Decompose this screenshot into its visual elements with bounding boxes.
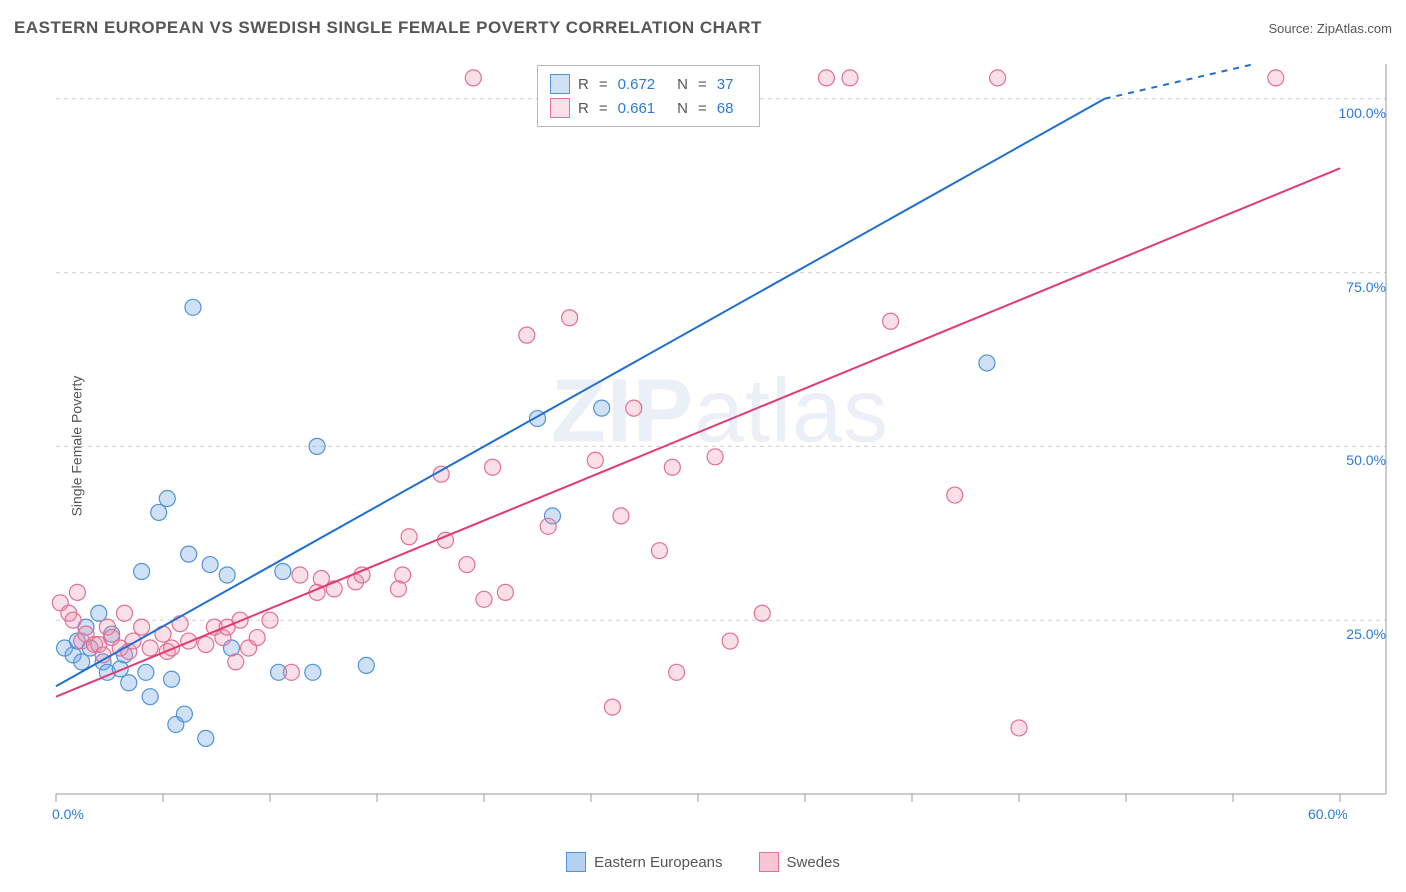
scatter-point [358,657,374,673]
stat-n-label: N [677,76,688,93]
scatter-point [990,70,1006,86]
scatter-point [198,730,214,746]
scatter-point [176,706,192,722]
scatter-point [181,546,197,562]
scatter-point [613,508,629,524]
y-tick-label: 75.0% [1346,279,1386,295]
scatter-point [116,605,132,621]
scatter-point [818,70,834,86]
scatter-point [1268,70,1284,86]
scatter-point [540,518,556,534]
legend-swatch-icon [550,98,570,118]
scatter-point [164,671,180,687]
scatter-point [519,327,535,343]
chart-canvas [50,58,1390,828]
scatter-point [69,584,85,600]
legend-label: Eastern Europeans [594,854,722,871]
scatter-point [754,605,770,621]
chart-title: EASTERN EUROPEAN VS SWEDISH SINGLE FEMAL… [14,18,762,38]
stats-row: R=0.661N=68 [550,96,747,120]
stat-r-label: R [578,100,589,117]
scatter-point [134,619,150,635]
scatter-point [842,70,858,86]
scatter-point [979,355,995,371]
scatter-point [91,605,107,621]
stats-legend-box: R=0.672N=37R=0.661N=68 [537,65,760,127]
scatter-point [459,557,475,573]
scatter-point [228,654,244,670]
scatter-point [164,640,180,656]
bottom-legend: Eastern Europeans Swedes [0,852,1406,876]
source-prefix: Source: [1268,21,1316,36]
scatter-point [292,567,308,583]
scatter-point [202,557,218,573]
scatter-point [185,299,201,315]
scatter-point [121,675,137,691]
scatter-point [142,640,158,656]
scatter-point [65,612,81,628]
scatter-point [159,491,175,507]
stat-r-value: 0.661 [618,100,656,117]
trend-line-dashed [1105,64,1255,99]
legend-item: Eastern Europeans [566,852,722,872]
scatter-point [275,564,291,580]
x-tick-label: 0.0% [52,806,84,822]
legend-item: Swedes [759,852,840,872]
trend-line [56,168,1340,696]
scatter-point [138,664,154,680]
scatter-point [74,654,90,670]
source-link[interactable]: ZipAtlas.com [1317,21,1392,36]
scatter-point [497,584,513,600]
scatter-plot: ZIPatlas R=0.672N=37R=0.661N=68 0.0%60.0… [50,58,1390,828]
x-tick-label: 60.0% [1308,806,1348,822]
stat-n-value: 37 [717,76,734,93]
scatter-point [883,313,899,329]
stats-row: R=0.672N=37 [550,72,747,96]
scatter-point [664,459,680,475]
y-tick-label: 100.0% [1339,105,1386,121]
scatter-point [309,438,325,454]
scatter-point [313,570,329,586]
scatter-point [305,664,321,680]
y-tick-label: 50.0% [1346,452,1386,468]
scatter-point [722,633,738,649]
scatter-point [326,581,342,597]
scatter-point [562,310,578,326]
scatter-point [283,664,299,680]
scatter-point [249,630,265,646]
scatter-point [626,400,642,416]
scatter-point [485,459,501,475]
scatter-point [669,664,685,680]
scatter-point [401,529,417,545]
scatter-point [465,70,481,86]
scatter-point [947,487,963,503]
scatter-point [604,699,620,715]
scatter-point [476,591,492,607]
source-credit: Source: ZipAtlas.com [1268,21,1392,36]
scatter-point [395,567,411,583]
scatter-point [262,612,278,628]
legend-swatch-icon [566,852,586,872]
scatter-point [172,616,188,632]
scatter-point [142,689,158,705]
legend-swatch-icon [759,852,779,872]
scatter-point [151,504,167,520]
stat-n-value: 68 [717,100,734,117]
scatter-point [587,452,603,468]
y-tick-label: 25.0% [1346,626,1386,642]
stat-n-label: N [677,100,688,117]
stat-r-label: R [578,76,589,93]
scatter-point [198,637,214,653]
scatter-point [219,567,235,583]
legend-swatch-icon [550,74,570,94]
scatter-point [1011,720,1027,736]
legend-label: Swedes [787,854,840,871]
scatter-point [651,543,667,559]
scatter-point [134,564,150,580]
trend-line [56,99,1105,686]
scatter-point [707,449,723,465]
stat-r-value: 0.672 [618,76,656,93]
scatter-point [594,400,610,416]
